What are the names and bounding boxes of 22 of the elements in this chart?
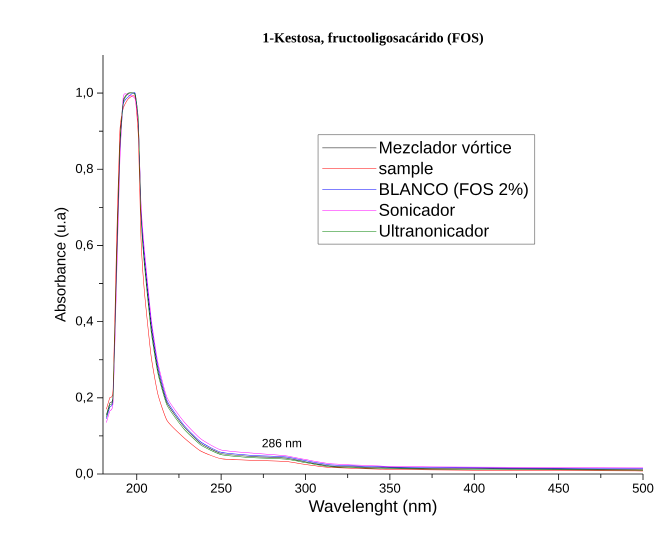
x-tick-label: 400 [464, 484, 485, 493]
x-tick-label: 250 [210, 484, 232, 493]
y-tick-label: 1,0 [76, 88, 93, 98]
y-tick-label: 0,4 [76, 316, 94, 328]
x-tick-label: 450 [548, 484, 569, 493]
y-tick-label: 0,6 [76, 240, 93, 251]
legend-label: sample [379, 162, 433, 178]
y-tick-label: 0,8 [76, 164, 93, 175]
y-tick-label: 0,0 [76, 468, 93, 480]
y-tick-label: 0,2 [76, 392, 93, 404]
x-tick-label: 200 [126, 484, 148, 493]
x-tick-label: 300 [295, 484, 316, 493]
legend-label: Ultranonicador [380, 224, 489, 237]
y-axis-title: Absorbance (u.a) [54, 208, 69, 322]
x-tick-label: 500 [632, 484, 654, 493]
legend-label: BLANCO (FOS 2%) [380, 182, 528, 198]
annotation: 286 nm [262, 438, 302, 448]
legend-label: Sonicador [379, 203, 455, 216]
x-tick-label: 350 [380, 484, 400, 493]
chart-title: 1-Kestosa, fructooligosacárido (FOS) [264, 32, 484, 46]
legend-label: Mezclador vórtice [380, 140, 512, 154]
x-axis-title: Wavelenght (nm) [308, 500, 436, 516]
